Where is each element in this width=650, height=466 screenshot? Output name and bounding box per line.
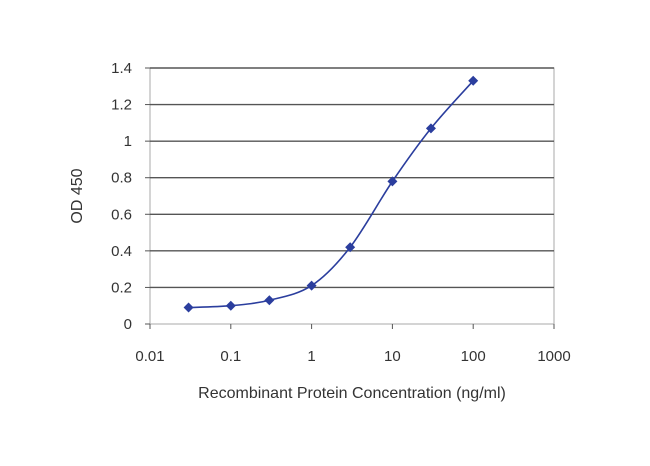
plot-area	[149, 67, 555, 325]
x-tick-label: 10	[384, 348, 401, 365]
x-tick-label: 1000	[537, 348, 570, 365]
data-point	[425, 123, 436, 134]
x-tick-label: 0.1	[220, 348, 241, 365]
data-point	[264, 295, 275, 306]
data-point	[306, 280, 317, 291]
series-layer	[183, 75, 479, 313]
y-tick-label: 1.4	[111, 60, 132, 77]
x-axis-title: Recombinant Protein Concentration (ng/ml…	[198, 385, 506, 402]
y-axis-title: OD 450	[69, 168, 86, 223]
y-tick-label: 0.6	[111, 206, 132, 223]
y-tick-label: 1.2	[111, 97, 132, 114]
data-point	[345, 242, 356, 253]
y-tick-label: 0.2	[111, 279, 132, 296]
data-point	[183, 302, 194, 313]
x-axis-ticks: 0.01 0.1 1 10 100 1000	[135, 324, 571, 365]
data-point	[225, 300, 236, 311]
series-line	[188, 80, 474, 309]
data-point	[468, 75, 479, 86]
y-tick-label: 0.4	[111, 243, 132, 260]
data-point	[387, 176, 398, 187]
x-tick-label: 0.01	[135, 348, 164, 365]
x-tick-label: 100	[461, 348, 486, 365]
x-tick-label: 1	[307, 348, 315, 365]
y-tick-label: 1	[124, 133, 132, 150]
y-axis-ticks: 0 0.2 0.4 0.6 0.8 1 1.2 1.4	[111, 60, 150, 333]
grid-lines	[150, 67, 554, 289]
y-tick-label: 0.8	[111, 170, 132, 187]
y-tick-label: 0	[124, 316, 132, 333]
